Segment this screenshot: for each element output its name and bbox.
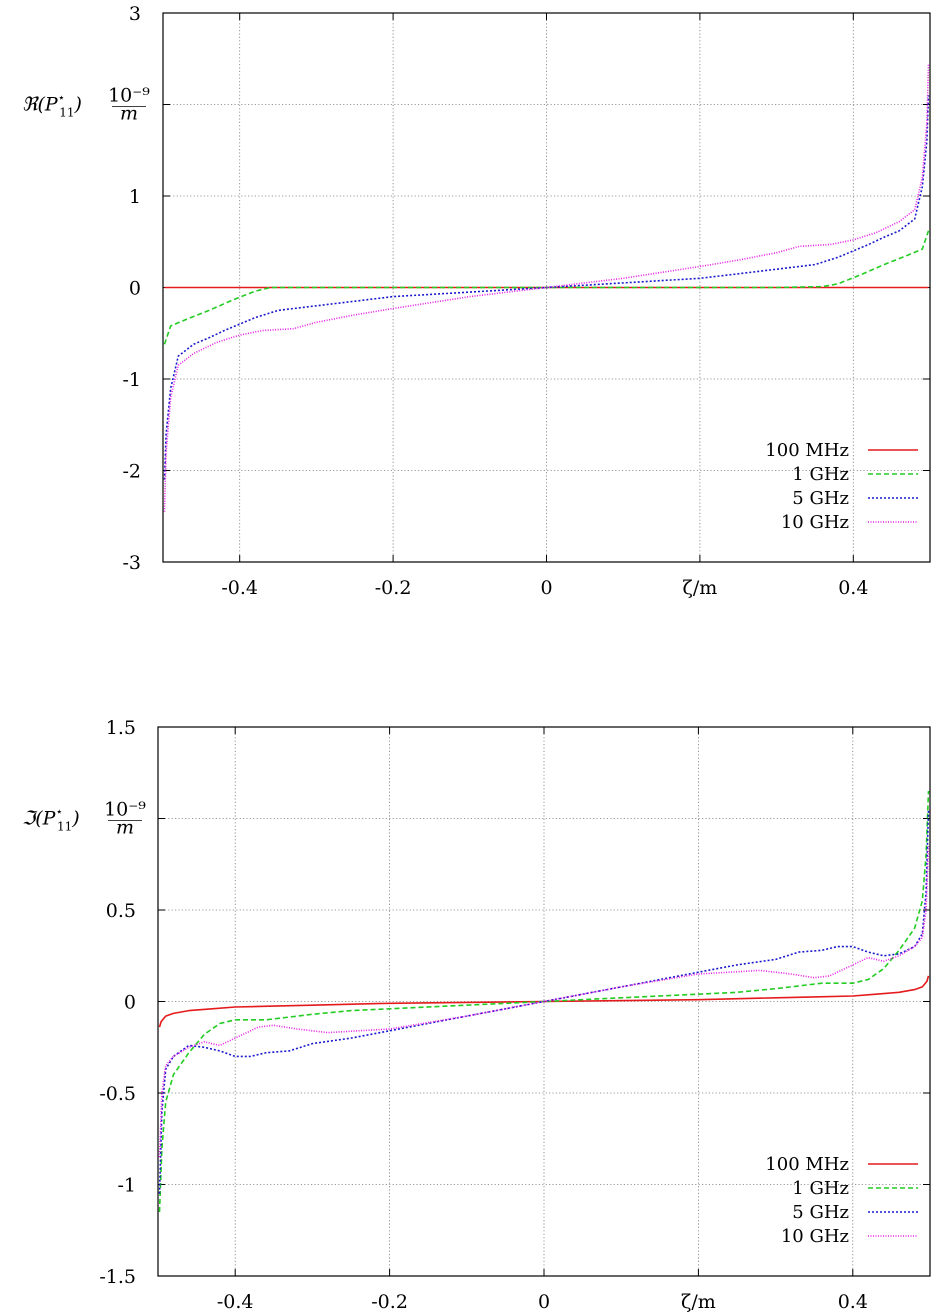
y-axis-label-numerator: 10⁻⁹ (108, 85, 150, 107)
y-axis-label-numerator: 10⁻⁹ (104, 799, 146, 821)
y-axis-label: ℑ(P⋆ 11) (22, 805, 80, 834)
x-tick-label: ζ/m (681, 1291, 716, 1313)
y-axis-label-close: ) (71, 808, 79, 830)
chart-imaginary-part: -0.4 -0.2 0 ζ/m 0.4-1.5-1-0.500.51.5ℑ(P⋆ 11) 1… (22, 717, 931, 1313)
y-tick-label: 3 (129, 3, 141, 25)
y-tick-label: 1 (129, 186, 141, 208)
x-tick-label: ζ/m (683, 577, 718, 599)
x-tick-label: 0.4 (838, 577, 868, 599)
series-line-5-ghz (163, 95, 930, 480)
y-axis-label-denominator: m (120, 103, 138, 125)
y-axis-label: ℜ(P⋆ 11) (22, 91, 82, 120)
legend-label: 100 MHz (765, 440, 849, 461)
legend-label: 5 GHz (792, 488, 849, 509)
y-tick-label: -0.5 (99, 1083, 136, 1105)
y-tick-label: 1.5 (106, 717, 136, 739)
legend-label: 100 MHz (765, 1154, 849, 1175)
x-tick-label: 0 (540, 577, 552, 599)
y-axis-label-sup: ⋆ (58, 91, 66, 105)
legend-label: 10 GHz (781, 1226, 849, 1247)
series-line-10-ghz (163, 63, 930, 512)
plot-frame (162, 12, 931, 563)
legend-label: 10 GHz (781, 512, 849, 533)
y-axis-label-sup: ⋆ (55, 805, 63, 819)
y-axis-label-close: ) (73, 94, 81, 116)
y-axis-label-sub: 11 (57, 820, 72, 834)
x-tick-label: -0.4 (217, 1291, 254, 1313)
chart-real-part: -0.4 -0.2 0 ζ/m 0.4 -3 -2 -1 0 1 3 ℜ(P⋆ 11) 10⁻⁹m 100 … (22, 3, 931, 599)
y-tick-label: 0 (129, 278, 141, 300)
y-axis-label-denominator: m (116, 817, 134, 839)
legend-label: 5 GHz (792, 1202, 849, 1223)
x-tick-label: 0.4 (838, 1291, 868, 1313)
y-tick-label: -2 (122, 461, 141, 483)
legend-label: 1 GHz (792, 1178, 849, 1199)
y-tick-label: 0.5 (106, 900, 136, 922)
y-tick-label: -1 (117, 1175, 136, 1197)
x-tick-label: 0 (538, 1291, 550, 1313)
legend-label: 1 GHz (792, 464, 849, 485)
y-axis-label-main: ℜ(P (22, 94, 59, 116)
y-tick-label: -3 (122, 552, 141, 574)
y-tick-label: -1 (122, 369, 141, 391)
y-tick-label: -1.5 (99, 1266, 136, 1288)
y-axis-label-sub: 11 (59, 106, 74, 120)
x-tick-label: -0.2 (371, 1291, 408, 1313)
x-tick-label: -0.2 (375, 577, 412, 599)
plot-frame (157, 726, 931, 1277)
x-tick-label: -0.4 (221, 577, 258, 599)
y-tick-label: 0 (124, 992, 136, 1014)
y-axis-label-main: ℑ(P (22, 808, 57, 830)
series-line-10-ghz (158, 845, 930, 1158)
